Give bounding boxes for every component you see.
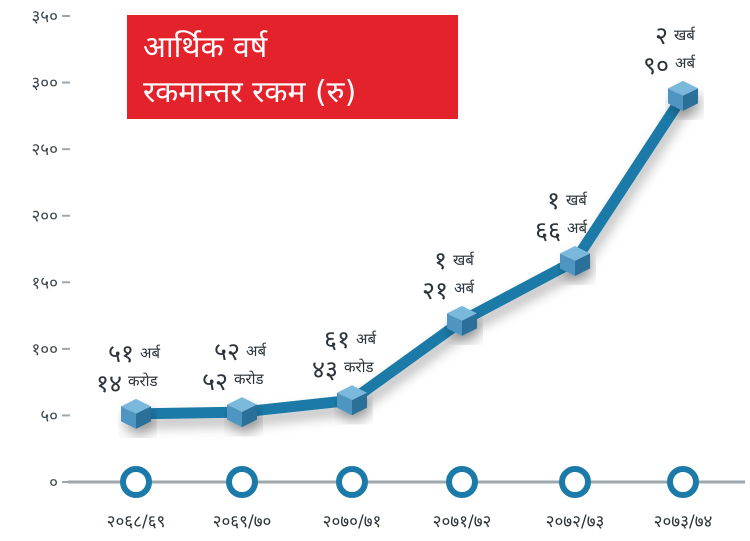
x-tick-label: २०६९/७० bbox=[213, 512, 272, 532]
data-label: ६१ अर्ब ४३ करोड bbox=[312, 325, 377, 384]
data-point-marker bbox=[447, 305, 477, 336]
data-label-value: ५१ bbox=[108, 339, 134, 368]
x-tick-label: २०६८/६९ bbox=[107, 512, 166, 532]
data-label-value: ४३ bbox=[312, 355, 338, 384]
chart-title-box: आर्थिक वर्ष रकमान्तर रकम (रु) bbox=[127, 15, 458, 119]
data-label-unit: अर्ब bbox=[246, 342, 267, 360]
data-label-value: ५२ bbox=[202, 367, 228, 396]
data-label: १ खर्ब ६६ अर्ब bbox=[535, 186, 588, 245]
x-axis-ring-marker bbox=[559, 466, 591, 498]
data-point-markers bbox=[121, 80, 698, 429]
x-axis-ring-marker bbox=[446, 466, 478, 498]
y-tick-label: ० bbox=[49, 473, 58, 493]
x-axis-ring-marker bbox=[226, 466, 258, 498]
x-axis-ring-marker bbox=[336, 466, 368, 498]
data-label-unit: अर्ब bbox=[454, 279, 475, 297]
y-tick-label: २५० bbox=[31, 140, 58, 160]
x-tick-label: २०७३/७४ bbox=[654, 512, 713, 532]
data-point-marker bbox=[668, 80, 698, 111]
data-point-marker bbox=[560, 245, 590, 276]
chart-subtitle: रकमान्तर रकम (रु) bbox=[143, 75, 357, 110]
data-label-unit: खर्ब bbox=[674, 26, 696, 44]
y-tick-label: ५० bbox=[40, 406, 58, 426]
data-label-unit: खर्ब bbox=[566, 191, 588, 209]
y-tick-label: १०० bbox=[31, 340, 58, 360]
data-labels: ५१ अर्ब १४ करोड ५२ अर्ब ५२ करोड ६१ अर्ब ४३ करोड १ खर्… bbox=[96, 21, 696, 398]
data-label-value: २ bbox=[655, 21, 668, 50]
data-label-value: १ bbox=[434, 246, 447, 275]
x-tick-label: २०७०/७१ bbox=[323, 512, 382, 532]
data-label-unit: अर्ब bbox=[675, 54, 696, 72]
data-point-marker bbox=[227, 397, 257, 428]
x-tick-label: २०७२/७३ bbox=[546, 512, 605, 532]
data-label-unit: करोड bbox=[344, 358, 375, 376]
data-label-unit: करोड bbox=[234, 370, 265, 388]
x-axis-ring-marker bbox=[667, 466, 699, 498]
x-axis-ticks: २०६८/६९ २०६९/७० २०७०/७१ २०७१/७२ २०७२/७३ २०७३/… bbox=[107, 512, 713, 532]
data-label: ५२ अर्ब ५२ करोड bbox=[202, 337, 267, 396]
chart-title: आर्थिक वर्ष bbox=[143, 30, 268, 65]
data-label-unit: करोड bbox=[128, 372, 159, 390]
series-line bbox=[130, 90, 689, 420]
data-label-unit: अर्ब bbox=[567, 219, 588, 237]
data-point-marker bbox=[337, 385, 367, 416]
data-label: ५१ अर्ब १४ करोड bbox=[96, 339, 161, 398]
data-label: १ खर्ब २१ अर्ब bbox=[422, 246, 475, 305]
y-tick-label: ३०० bbox=[31, 74, 58, 94]
data-label-unit: अर्ब bbox=[356, 330, 377, 348]
data-label-value: १४ bbox=[96, 369, 122, 398]
y-tick-label: ३५० bbox=[31, 7, 58, 27]
data-label-value: १ bbox=[547, 186, 560, 215]
y-axis: ० ५० १०० १५० २०० २५० ३०० ३५० bbox=[31, 7, 70, 493]
y-tick-label: १५० bbox=[31, 273, 58, 293]
x-axis-ring-marker bbox=[120, 466, 152, 498]
x-axis-markers bbox=[120, 466, 699, 498]
data-label-unit: खर्ब bbox=[453, 251, 475, 269]
data-label-value: २१ bbox=[422, 276, 448, 305]
data-label: २ खर्ब ९० अर्ब bbox=[643, 21, 696, 80]
data-label-value: ६१ bbox=[324, 325, 350, 354]
data-label-value: ५२ bbox=[214, 337, 240, 366]
y-tick-label: २०० bbox=[31, 207, 58, 227]
data-label-value: ९० bbox=[643, 51, 669, 80]
x-tick-label: २०७१/७२ bbox=[433, 512, 492, 532]
data-point-marker bbox=[121, 398, 151, 429]
data-label-value: ६६ bbox=[535, 216, 561, 245]
data-label-unit: अर्ब bbox=[140, 344, 161, 362]
series-revenue-transfer bbox=[130, 90, 689, 420]
